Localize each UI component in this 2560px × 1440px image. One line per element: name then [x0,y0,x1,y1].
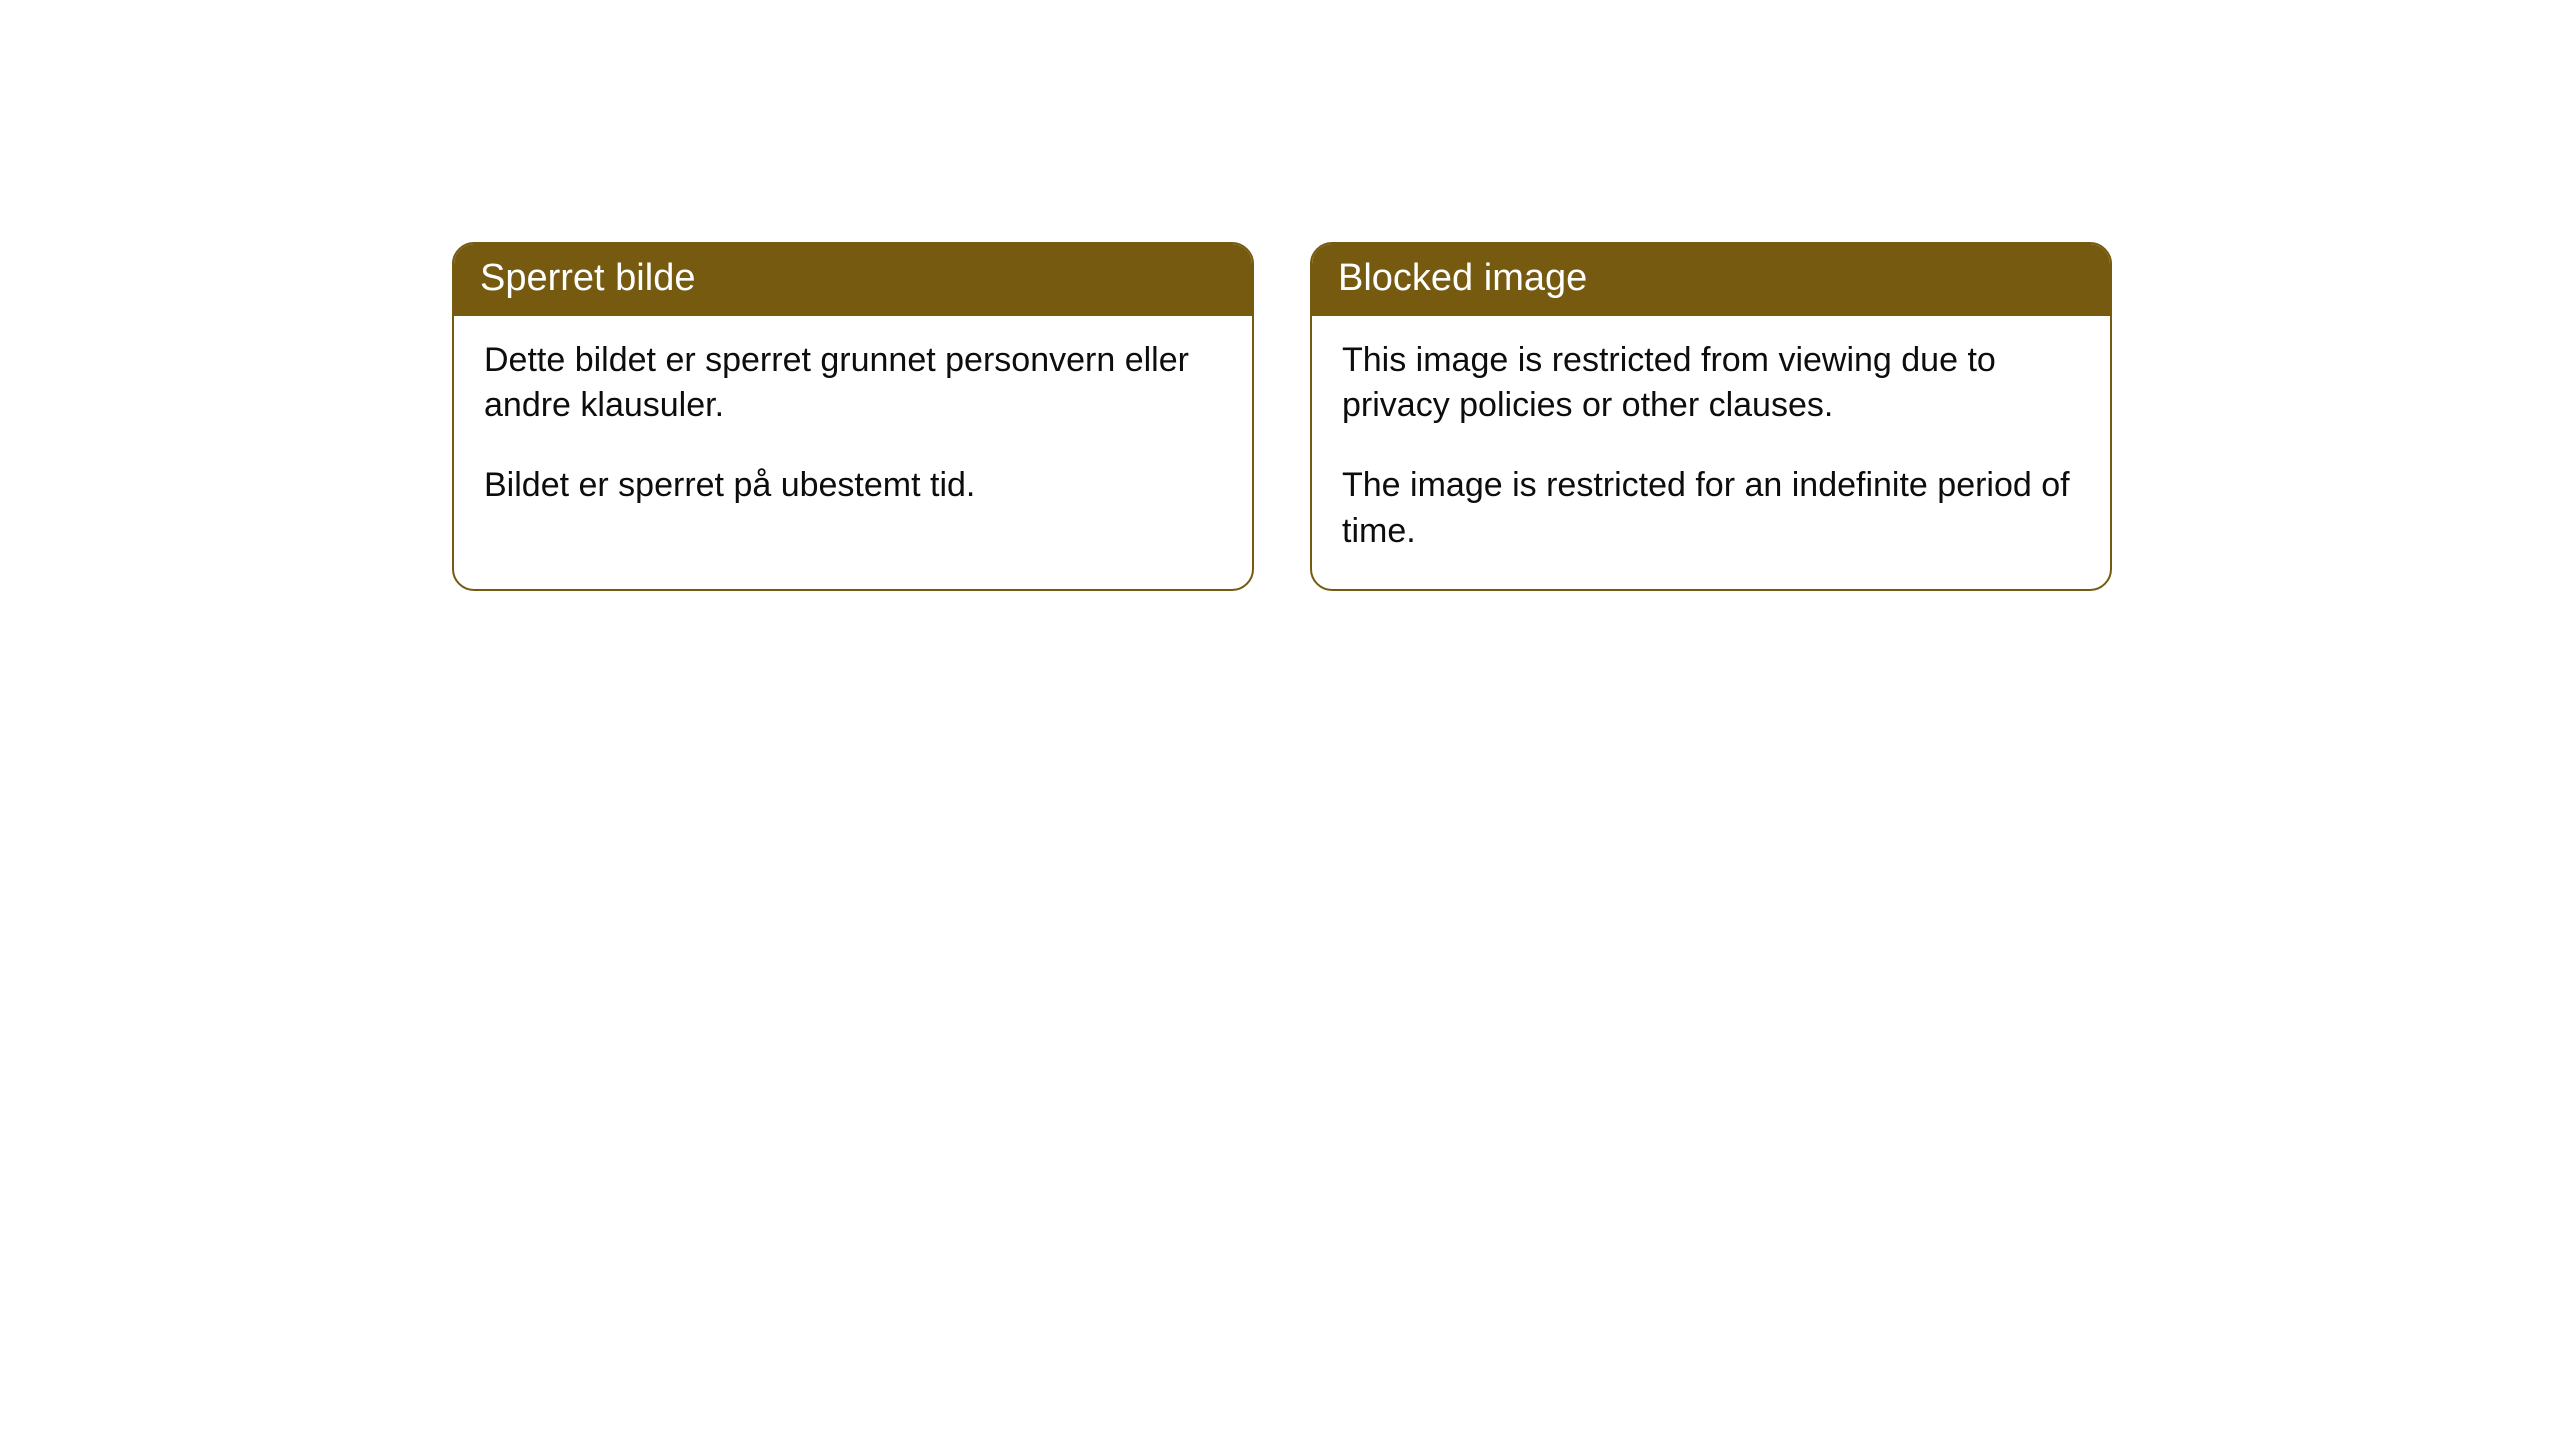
notice-paragraph-2: Bildet er sperret på ubestemt tid. [484,463,1222,509]
notice-paragraph-1: This image is restricted from viewing du… [1342,338,2080,430]
card-header: Blocked image [1312,244,2110,316]
notice-card-norwegian: Sperret bilde Dette bildet er sperret gr… [452,242,1254,591]
notice-card-english: Blocked image This image is restricted f… [1310,242,2112,591]
card-body: Dette bildet er sperret grunnet personve… [454,316,1252,544]
notice-paragraph-1: Dette bildet er sperret grunnet personve… [484,338,1222,430]
card-body: This image is restricted from viewing du… [1312,316,2110,590]
card-header: Sperret bilde [454,244,1252,316]
notice-paragraph-2: The image is restricted for an indefinit… [1342,463,2080,555]
notice-container: Sperret bilde Dette bildet er sperret gr… [0,0,2560,591]
